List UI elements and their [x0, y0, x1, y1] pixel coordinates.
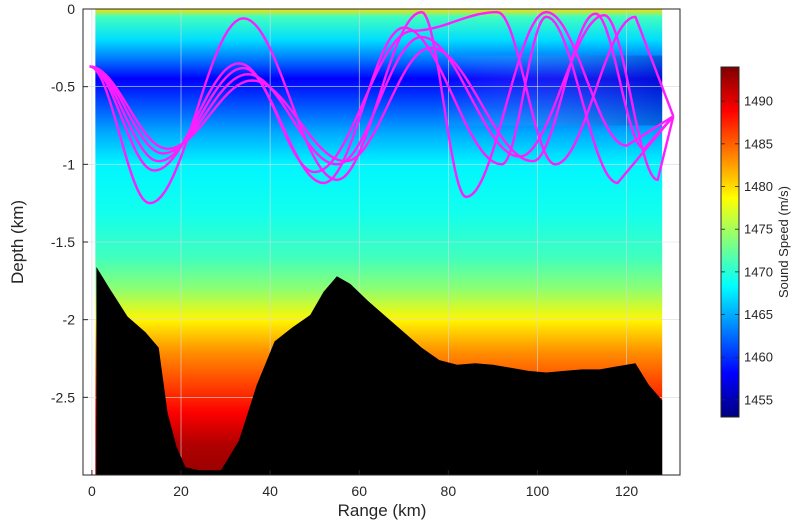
y-tick-label: -0.5 [51, 79, 75, 95]
colorbar-tick-label: 1490 [744, 94, 773, 109]
x-tick-label: 80 [441, 483, 457, 499]
colorbar-tick-label: 1475 [744, 222, 773, 237]
colorbar-ticks: 1455 1460 1465 1470 1475 1480 1485 1490 [721, 94, 773, 407]
x-tick-label: 20 [173, 483, 189, 499]
colorbar: 1455 1460 1465 1470 1475 1480 1485 1490 Sound S… [720, 66, 791, 418]
seafloor-bathymetry [96, 266, 663, 475]
colorbar-strip [720, 66, 740, 418]
colorbar-title: Sound Speed (m/s) [776, 186, 791, 298]
y-tick-label: 0 [67, 1, 75, 17]
colorbar-tick-label: 1460 [744, 350, 773, 365]
y-tick-label: -2 [63, 312, 76, 328]
colorbar-tick-label: 1455 [744, 392, 773, 407]
x-tick-label: 60 [351, 483, 367, 499]
x-tick-label: 100 [526, 483, 550, 499]
x-axis-ticks: 0 20 40 60 80 100 120 [88, 470, 638, 499]
y-axis-ticks: 0 -0.5 -1 -1.5 -2 -2.5 [51, 1, 88, 405]
y-tick-label: -1 [63, 156, 76, 172]
colorbar-tick-label: 1480 [744, 179, 773, 194]
x-tick-label: 40 [262, 483, 278, 499]
y-axis-label: Depth (km) [8, 200, 27, 284]
ray-paths [89, 10, 675, 205]
colorbar-tick-label: 1470 [744, 264, 773, 279]
y-tick-label: -2.5 [51, 389, 75, 405]
ray-path [89, 12, 675, 163]
x-axis-label: Range (km) [338, 501, 427, 520]
ray-path [89, 10, 674, 205]
colorbar-tick-label: 1485 [744, 136, 773, 151]
x-tick-label: 0 [88, 483, 96, 499]
y-tick-label: -1.5 [51, 234, 75, 250]
ray-path [89, 14, 675, 182]
colorbar-tick-label: 1465 [744, 307, 773, 322]
x-tick-label: 120 [615, 483, 639, 499]
